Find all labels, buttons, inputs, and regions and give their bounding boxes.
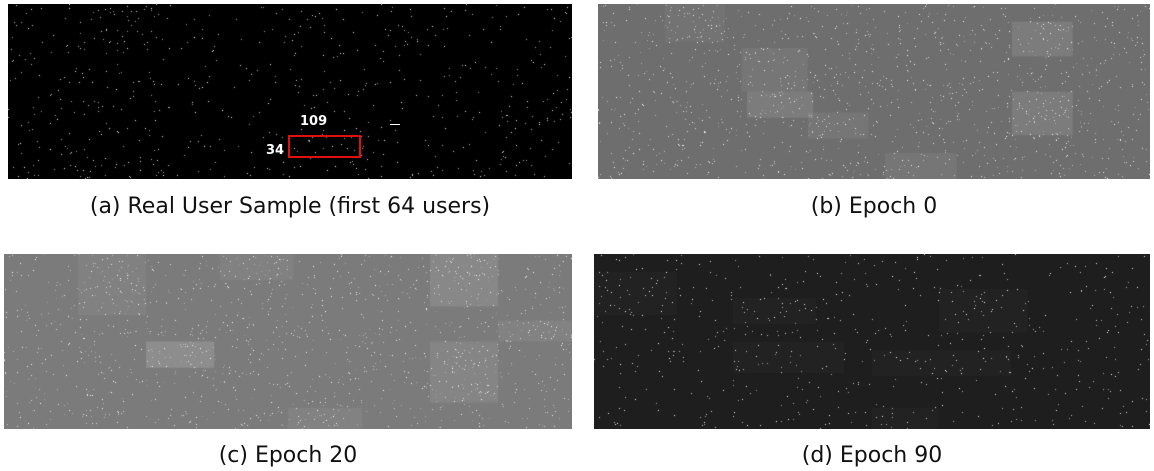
highlight-box bbox=[288, 135, 361, 158]
heatmap-c bbox=[4, 254, 572, 429]
heatmap-a bbox=[8, 4, 572, 179]
caption-c: (c) Epoch 20 bbox=[218, 443, 358, 468]
heatmap-d bbox=[594, 254, 1150, 429]
panel-a: 109 34 bbox=[8, 4, 572, 179]
panel-b bbox=[598, 4, 1150, 179]
annotation-dash bbox=[390, 124, 400, 125]
caption-d: (d) Epoch 90 bbox=[801, 443, 943, 468]
annotation-row-label: 34 bbox=[266, 143, 285, 158]
caption-a: (a) Real User Sample (first 64 users) bbox=[89, 194, 491, 219]
caption-b: (b) Epoch 0 bbox=[810, 194, 938, 219]
panel-c bbox=[4, 254, 572, 429]
panel-d bbox=[594, 254, 1150, 429]
heatmap-b bbox=[598, 4, 1150, 179]
annotation-col-label: 109 bbox=[300, 114, 328, 129]
